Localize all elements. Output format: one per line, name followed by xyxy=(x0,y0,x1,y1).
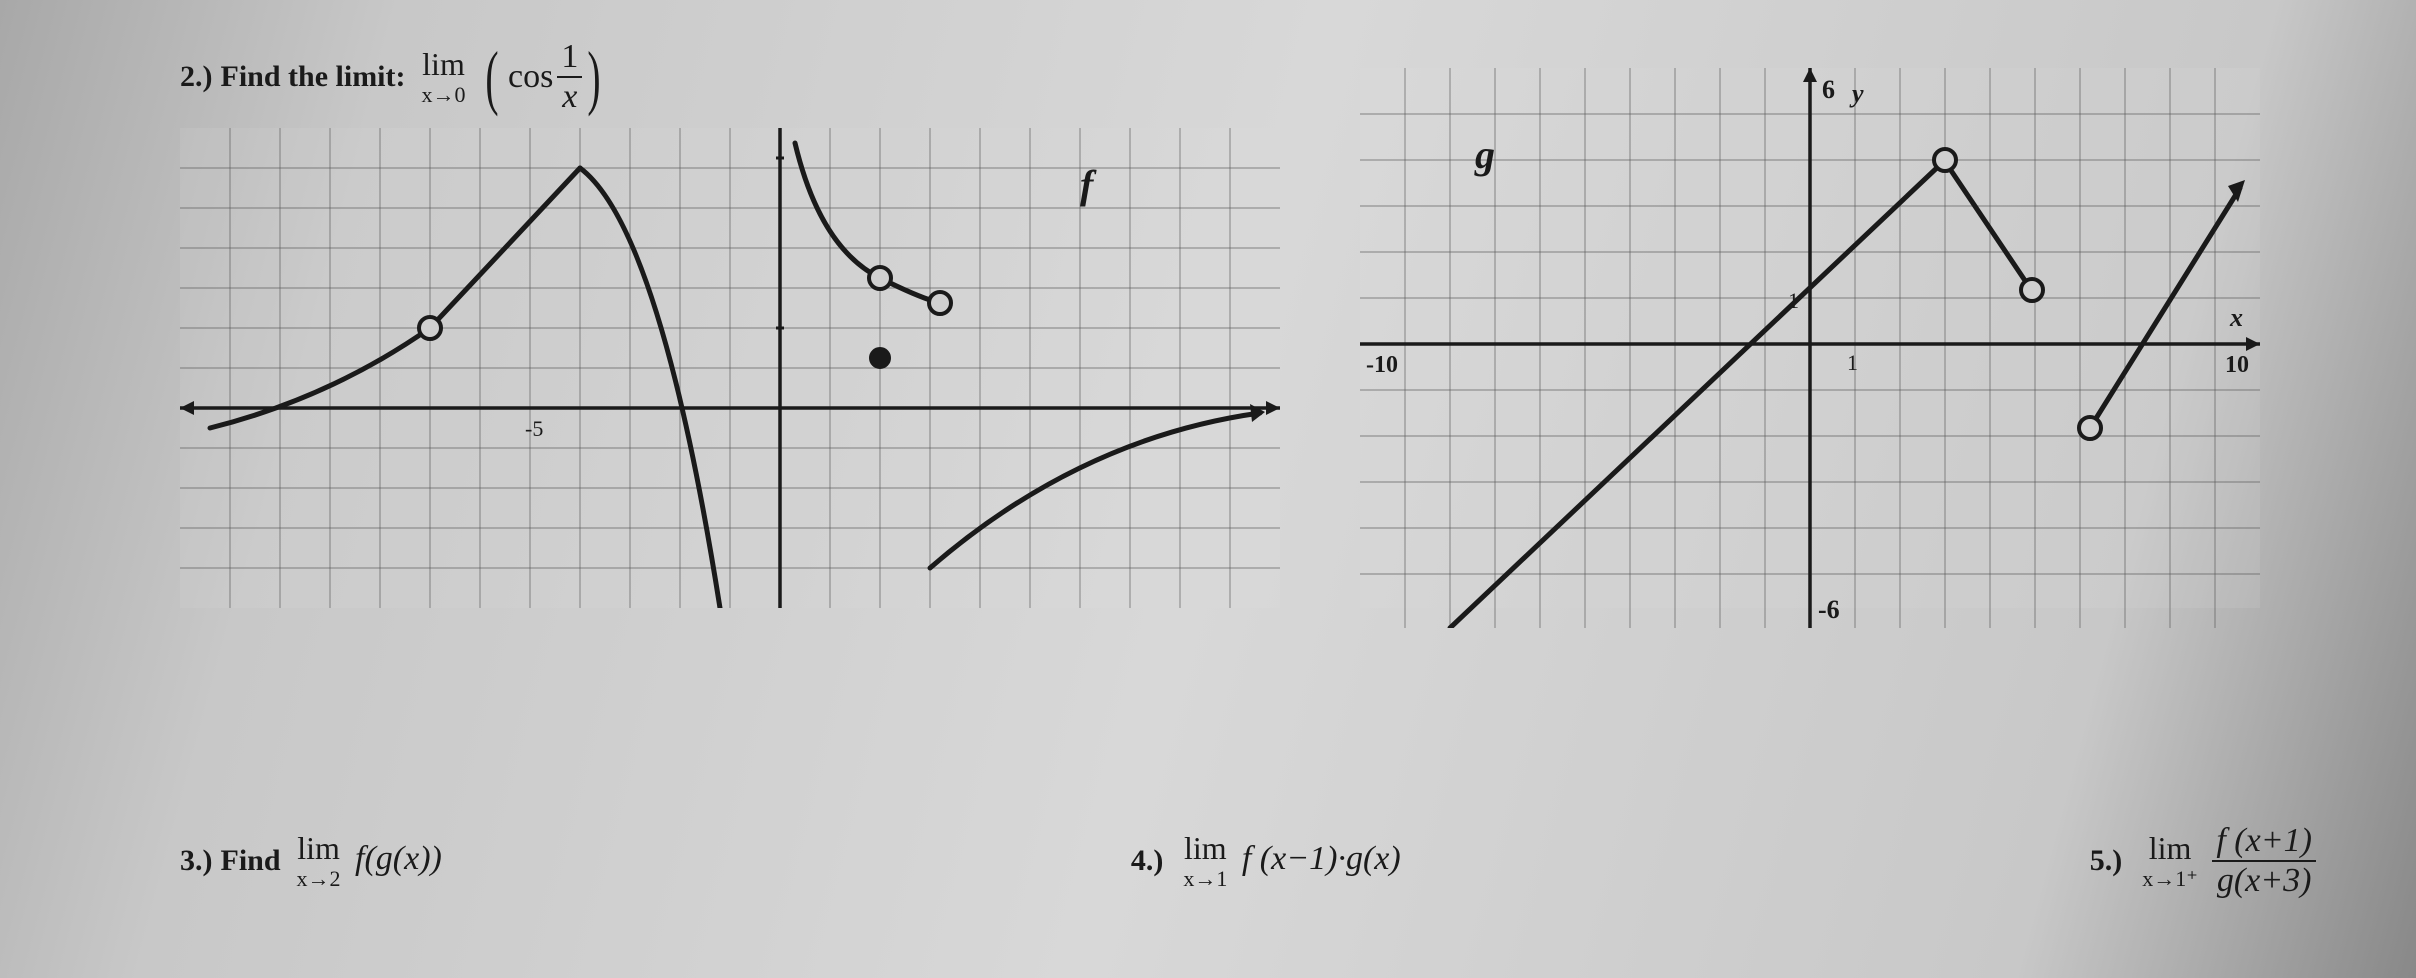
graph-g: 6 y -6 x 10 -10 1 1 g xyxy=(1360,68,2260,608)
lim-sub: x→2 xyxy=(297,868,341,890)
graph-g-x10: 10 xyxy=(2225,352,2249,378)
graph-f-label: f xyxy=(1080,162,1097,207)
lim-word: lim xyxy=(2149,830,2192,866)
problem-2-expression: lim x→0 ( cos 1 x ) xyxy=(416,40,607,114)
graph-g-x1: 1 xyxy=(1847,350,1858,375)
graph-g-line-descent xyxy=(1948,166,2030,288)
problem-4: 4.) lim x→1 f (x−1)·g(x) xyxy=(1131,832,1401,890)
problem-4-func: f (x−1)·g(x) xyxy=(1242,840,1401,877)
fraction-1-over-x: 1 x xyxy=(557,40,582,114)
problem-3-lim: lim x→2 xyxy=(297,832,341,890)
graph-g-yneg6: -6 xyxy=(1818,595,1840,624)
graph-g-xneg10: -10 xyxy=(1366,352,1398,378)
lim-word: lim xyxy=(297,830,340,866)
graph-g-svg: 6 y -6 x 10 -10 1 1 g xyxy=(1360,68,2260,628)
problem-3-prompt: Find xyxy=(221,844,281,878)
left-paren: ( xyxy=(485,52,498,102)
graph-f-tick-neg5: -5 xyxy=(525,416,543,441)
problem-3-func: f(g(x)) xyxy=(355,840,442,877)
problem-3-number: 3.) xyxy=(180,844,213,878)
graph-f-open-pt-1 xyxy=(419,317,441,339)
graph-g-open-vertex xyxy=(1934,149,1956,171)
problem-2-number: 2.) xyxy=(180,60,213,94)
graph-f-grid xyxy=(180,128,1280,608)
problem-3-expression: lim x→2 f(g(x)) xyxy=(291,832,442,890)
right-paren: ) xyxy=(588,52,601,102)
graph-g-open-descent-end xyxy=(2021,279,2043,301)
graph-g-ylabel: y xyxy=(1849,79,1864,108)
problem-4-number: 4.) xyxy=(1131,844,1164,878)
graph-f-curve-drop xyxy=(580,168,720,608)
graph-f-closed-pt xyxy=(871,349,889,367)
problem-5-expression: lim x→1⁺ f (x+1) g(x+3) xyxy=(2136,824,2316,898)
lim-sub: x→1⁺ xyxy=(2142,868,2198,890)
problem-2-prompt: Find the limit: xyxy=(221,60,406,94)
graph-f: -5 f xyxy=(180,128,1280,608)
graph-g-y6: 6 xyxy=(1822,75,1835,104)
cos-paren-group: ( cos 1 x ) xyxy=(480,40,606,114)
lim-word: lim xyxy=(1184,830,1227,866)
problem-5-fraction: f (x+1) g(x+3) xyxy=(2212,824,2316,898)
graphs-row: -5 f xyxy=(180,128,2316,608)
graph-f-curve-left xyxy=(210,168,580,428)
problem-4-expression: lim x→1 f (x−1)·g(x) xyxy=(1177,832,1400,890)
lim-sub: x→1 xyxy=(1183,868,1227,890)
lim-word: lim xyxy=(422,46,465,82)
graph-f-open-pt-3 xyxy=(929,292,951,314)
frac-den: x xyxy=(557,78,582,114)
problem-3: 3.) Find lim x→2 f(g(x)) xyxy=(180,832,442,890)
frac-num: 1 xyxy=(557,40,582,78)
problem-5-num: f (x+1) xyxy=(2212,824,2316,862)
bottom-problems-row: 3.) Find lim x→2 f(g(x)) 4.) lim x→1 f (… xyxy=(180,824,2316,898)
graph-g-xlabel: x xyxy=(2229,303,2243,332)
graph-f-open-pt-2 xyxy=(869,267,891,289)
problem-5-number: 5.) xyxy=(2090,844,2123,878)
problem-5-den: g(x+3) xyxy=(2212,862,2316,898)
graph-g-ray xyxy=(2090,188,2240,428)
problem-5-lim: lim x→1⁺ xyxy=(2142,832,2198,890)
graph-g-open-ray-start xyxy=(2079,417,2101,439)
limit-block: lim x→0 xyxy=(422,48,466,106)
graph-f-svg: -5 f xyxy=(180,128,1280,608)
graph-g-line-rise xyxy=(1450,163,1942,628)
problem-5: 5.) lim x→1⁺ f (x+1) g(x+3) xyxy=(2090,824,2316,898)
cos-text: cos xyxy=(508,58,553,96)
worksheet-page: 2.) Find the limit: lim x→0 ( cos 1 x ) xyxy=(0,0,2416,978)
problem-4-lim: lim x→1 xyxy=(1183,832,1227,890)
graph-g-label: g xyxy=(1474,132,1495,177)
lim-sub: x→0 xyxy=(422,84,466,106)
